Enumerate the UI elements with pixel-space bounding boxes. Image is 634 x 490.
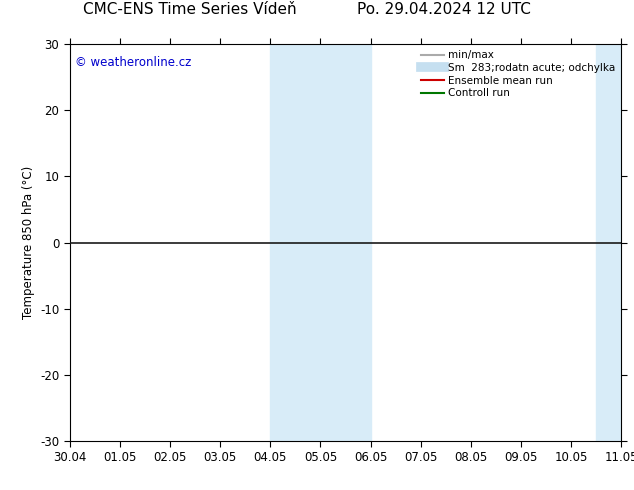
Y-axis label: Temperature 850 hPa (°C): Temperature 850 hPa (°C) xyxy=(22,166,34,319)
Bar xyxy=(270,44,320,441)
Bar xyxy=(596,44,621,441)
Legend: min/max, Sm  283;rodatn acute; odchylka, Ensemble mean run, Controll run: min/max, Sm 283;rodatn acute; odchylka, … xyxy=(418,47,618,101)
Text: © weatheronline.cz: © weatheronline.cz xyxy=(75,56,191,69)
Bar xyxy=(320,44,371,441)
Text: CMC-ENS Time Series Vídeň: CMC-ENS Time Series Vídeň xyxy=(84,2,297,17)
Text: Po. 29.04.2024 12 UTC: Po. 29.04.2024 12 UTC xyxy=(357,2,531,17)
